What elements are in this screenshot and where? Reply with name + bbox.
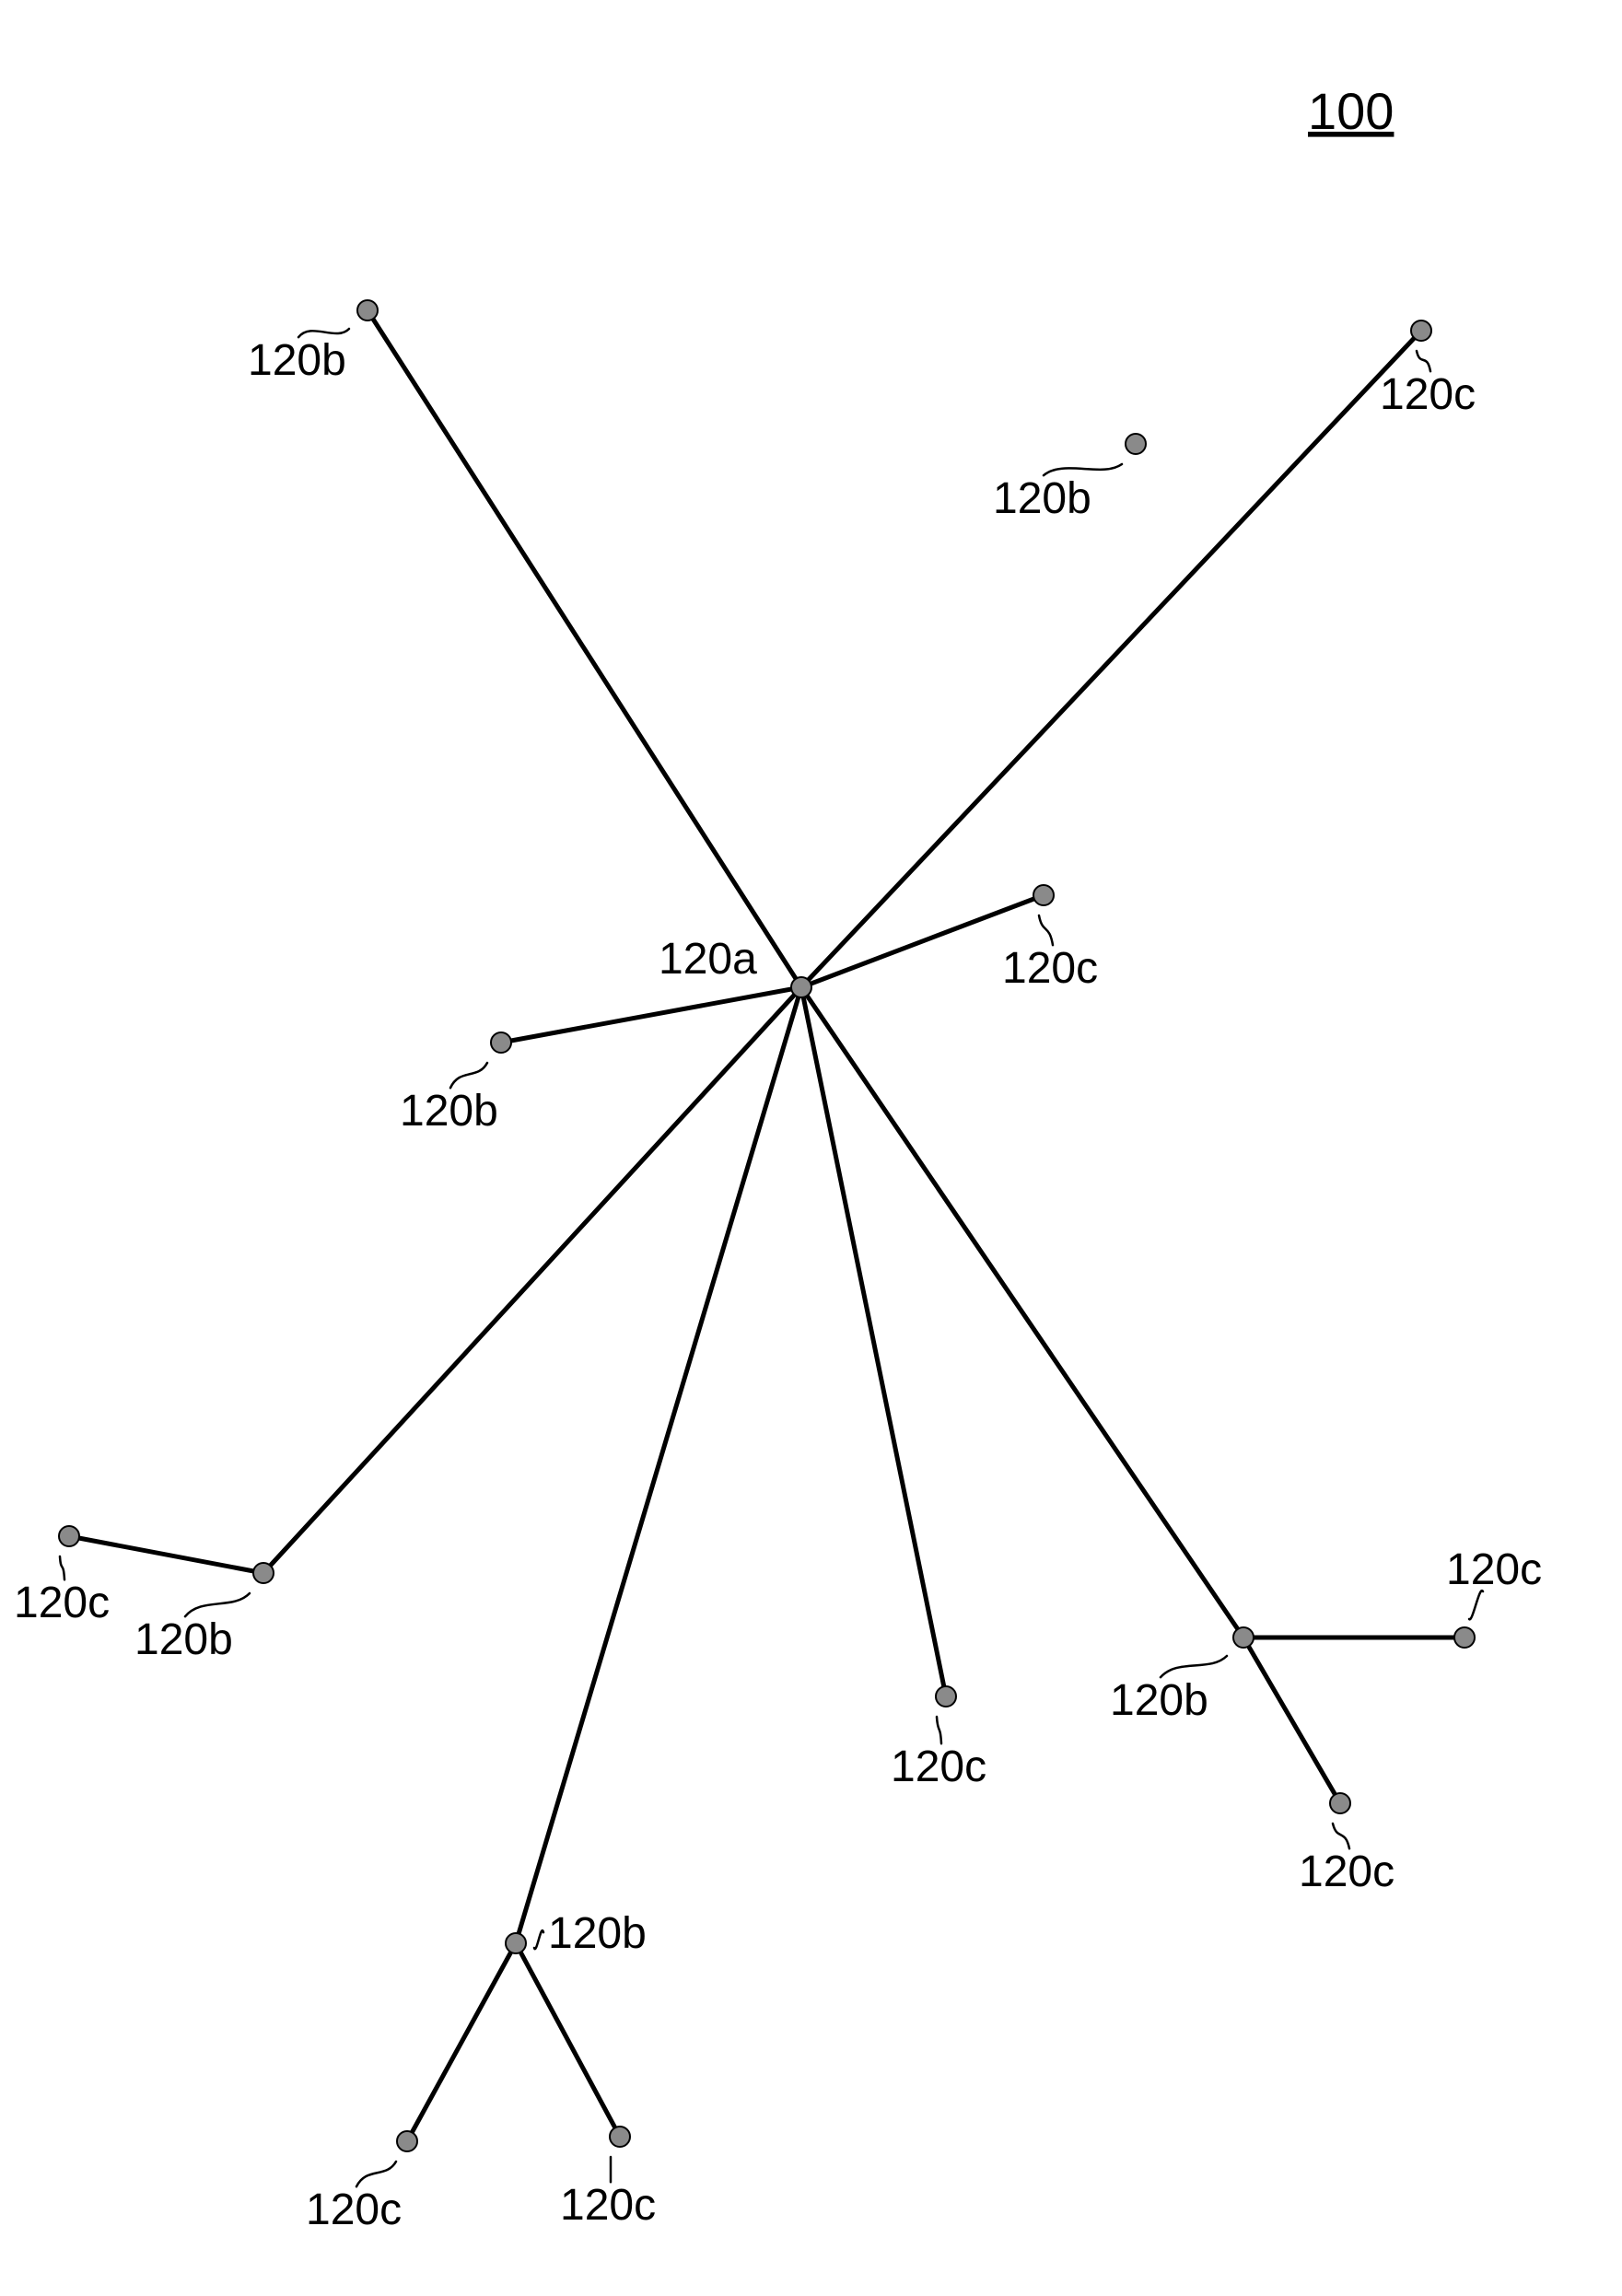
edge [516,1943,620,2137]
leader-line [534,1930,543,1949]
node-n_bc [936,1686,956,1707]
node-label: 120c [1299,1847,1394,1896]
edge [801,331,1421,987]
leader-line [450,1063,487,1088]
leader-line [1161,1656,1227,1677]
node-label: 120a [659,935,757,984]
node-n_tr2 [1126,434,1146,454]
node-label: 120b [548,1909,647,1958]
node-n_tr1 [1411,321,1431,341]
edge [368,310,801,987]
leader-line [1469,1591,1483,1619]
leader-line [1417,351,1430,371]
leader-line [60,1556,64,1579]
node-label: 120b [134,1615,233,1664]
leader-line [1039,915,1053,945]
node-n_bl_c [59,1526,79,1546]
leader-line [356,2162,396,2186]
figure-reference-number: 100 [1308,82,1394,140]
edge [69,1536,263,1573]
node-n_bb_c1 [397,2131,417,2151]
node-center [791,977,811,997]
node-label: 120b [400,1087,498,1136]
node-label: 120c [1002,944,1098,993]
node-label: 120c [1380,370,1476,419]
network-diagram: 120a 120b 120b 120c 120c 120b 120b 120c 120c 120b… [0,0,1622,2296]
node-label: 120b [993,474,1091,523]
node-label: 120b [248,336,346,385]
node-n_br_c1 [1454,1627,1475,1648]
edges-layer [69,310,1464,2141]
nodes-layer [59,300,1475,2151]
node-label: 120c [891,1742,986,1791]
node-n_tl [357,300,378,321]
edge [516,987,801,1943]
labels-layer: 120a 120b 120b 120c 120c 120b 120b 120c 120c 120b… [14,336,1542,2234]
node-n_bb_c2 [610,2127,630,2147]
leaders-layer [60,329,1483,2186]
leader-line [185,1593,250,1616]
node-label: 120c [306,2185,402,2234]
node-n_l [491,1032,511,1053]
node-n_bl_b [253,1563,274,1583]
node-label: 120c [560,2181,656,2230]
edge [1243,1638,1340,1803]
node-label: 120c [1446,1545,1542,1594]
edge [407,1943,516,2141]
node-n_bb_b [506,1933,526,1953]
node-n_br_c2 [1330,1793,1350,1813]
leader-line [937,1717,941,1743]
node-n_br_b [1233,1627,1254,1648]
edge [263,987,801,1573]
node-label: 120b [1110,1676,1208,1725]
leader-line [1333,1824,1349,1848]
node-n_r [1033,885,1054,905]
node-label: 120c [14,1579,110,1627]
